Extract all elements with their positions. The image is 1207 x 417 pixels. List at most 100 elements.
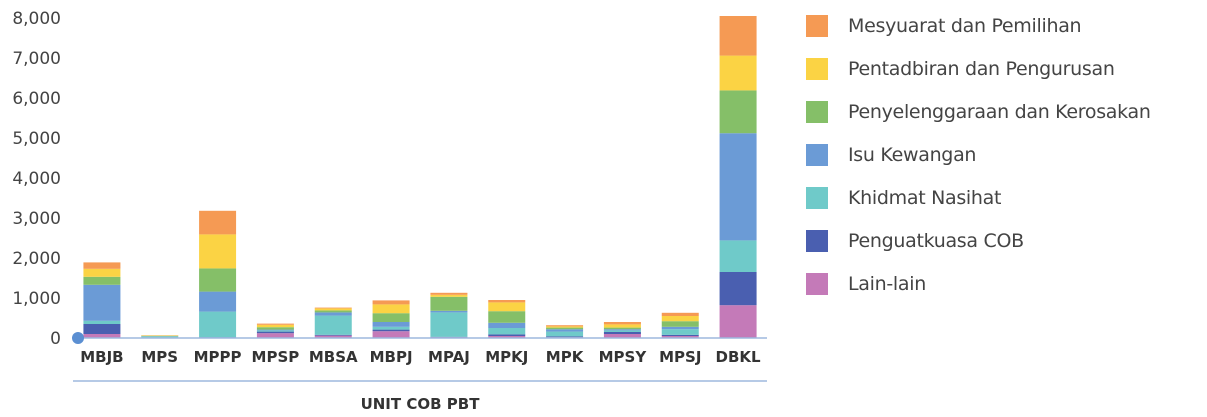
bar-segment — [314, 334, 352, 336]
bar-segment — [256, 323, 294, 325]
bar-segment — [256, 331, 294, 334]
bar-stacks — [83, 16, 757, 338]
bar-segment — [719, 90, 757, 134]
legend-label: Isu Kewangan — [848, 143, 977, 166]
y-tick-label: 8,000 — [12, 9, 61, 29]
bar-segment — [372, 326, 410, 330]
bar-segment — [603, 324, 641, 328]
bar-segment — [256, 324, 294, 328]
bar-segment — [488, 322, 526, 328]
bar-segment — [546, 327, 584, 330]
x-tick-label: MPSJ — [659, 348, 701, 366]
x-tick-label: MBSA — [309, 348, 358, 366]
x-tick-label: MPKJ — [485, 348, 528, 366]
bar-segment — [546, 325, 584, 327]
legend-swatch — [806, 14, 828, 37]
legend-label: Khidmat Nasihat — [848, 186, 1002, 209]
bar-segment — [199, 268, 237, 292]
x-tick-label: MPS — [141, 348, 178, 366]
bar-segment — [372, 300, 410, 305]
bar-segment — [430, 294, 468, 297]
legend-label: Lain-lain — [848, 272, 926, 295]
x-tick-label: MPSY — [599, 348, 648, 366]
legend-swatch — [806, 143, 828, 166]
bar-segment — [430, 296, 468, 311]
bar-segment — [719, 133, 757, 241]
bar-segment — [199, 311, 237, 338]
x-tick-label: MPK — [546, 348, 585, 366]
bar-segment — [488, 302, 526, 312]
bar-segment — [314, 307, 352, 309]
bar-segment — [199, 291, 237, 312]
bar-segment — [719, 305, 757, 338]
bar-segment — [661, 329, 699, 335]
legend: Mesyuarat dan Pemilihan Pentadbiran dan P… — [806, 4, 1206, 305]
bar-segment — [661, 334, 699, 336]
origin-marker — [72, 332, 84, 344]
bar-segment — [372, 313, 410, 322]
bar-segment — [719, 272, 757, 306]
bar-segment — [372, 329, 410, 332]
bar-segment — [546, 331, 584, 337]
y-tick-label: 0 — [50, 329, 61, 349]
bar-segment — [372, 304, 410, 314]
bar-segment — [661, 312, 699, 316]
x-tick-label: MBJB — [80, 348, 123, 366]
legend-item: Penguatkuasa COB — [806, 219, 1206, 262]
legend-swatch — [806, 100, 828, 123]
bar-segment — [488, 336, 526, 338]
x-tick-label: MPPP — [194, 348, 242, 366]
y-tick-label: 7,000 — [12, 49, 61, 69]
x-tick-label: MPSP — [252, 348, 300, 366]
bar-segment — [372, 331, 410, 338]
legend-label: Penguatkuasa COB — [848, 229, 1024, 252]
bar-segment — [719, 55, 757, 91]
bar-segment — [141, 336, 179, 338]
bar-segment — [661, 326, 699, 330]
y-axis-ticks: 0 1,000 2,000 3,000 4,000 5,000 6,000 7,000 8,00… — [12, 9, 61, 349]
bar-segment — [256, 329, 294, 331]
bar-segment — [256, 330, 294, 332]
bar-segment — [314, 335, 352, 338]
bar-segment — [546, 336, 584, 338]
legend-swatch — [806, 186, 828, 209]
legend-label: Penyelenggaraan dan Kerosakan — [848, 100, 1151, 123]
y-tick-label: 5,000 — [12, 129, 61, 149]
bar-segment — [661, 321, 699, 327]
legend-swatch — [806, 229, 828, 252]
x-tick-label: MBPJ — [370, 348, 413, 366]
bar-segment — [199, 210, 237, 235]
legend-label: Mesyuarat dan Pemilihan — [848, 14, 1082, 37]
bar-segment — [314, 310, 352, 313]
bar-segment — [83, 334, 121, 338]
bar-segment — [199, 234, 237, 269]
x-axis-categories: MBJB MPS MPPP MPSP MBSA MBPJ MPAJ MPKJ MPK MPSY MP… — [80, 348, 761, 366]
bar-segment — [314, 315, 352, 335]
bar-segment — [256, 333, 294, 338]
bar-segment — [661, 336, 699, 338]
bar-segment — [488, 334, 526, 336]
bar-segment — [83, 320, 121, 324]
bar-segment — [603, 334, 641, 338]
bar-segment — [603, 330, 641, 332]
legend-item: Penyelenggaraan dan Kerosakan — [806, 90, 1206, 133]
bar-segment — [430, 312, 468, 337]
legend-item: Khidmat Nasihat — [806, 176, 1206, 219]
bar-segment — [719, 240, 757, 272]
bar-segment — [603, 329, 641, 331]
y-tick-label: 1,000 — [12, 289, 61, 309]
bar-segment — [314, 312, 352, 316]
legend-swatch — [806, 57, 828, 80]
bar-segment — [488, 311, 526, 323]
bar-segment — [546, 326, 584, 328]
bar-segment — [256, 327, 294, 330]
x-tick-label: DBKL — [716, 348, 762, 366]
legend-swatch — [806, 272, 828, 295]
bar-segment — [83, 284, 121, 321]
bar-segment — [661, 316, 699, 322]
legend-item: Lain-lain — [806, 262, 1206, 305]
legend-item: Mesyuarat dan Pemilihan — [806, 4, 1206, 47]
bar-segment — [83, 268, 121, 277]
bar-segment — [603, 332, 641, 334]
